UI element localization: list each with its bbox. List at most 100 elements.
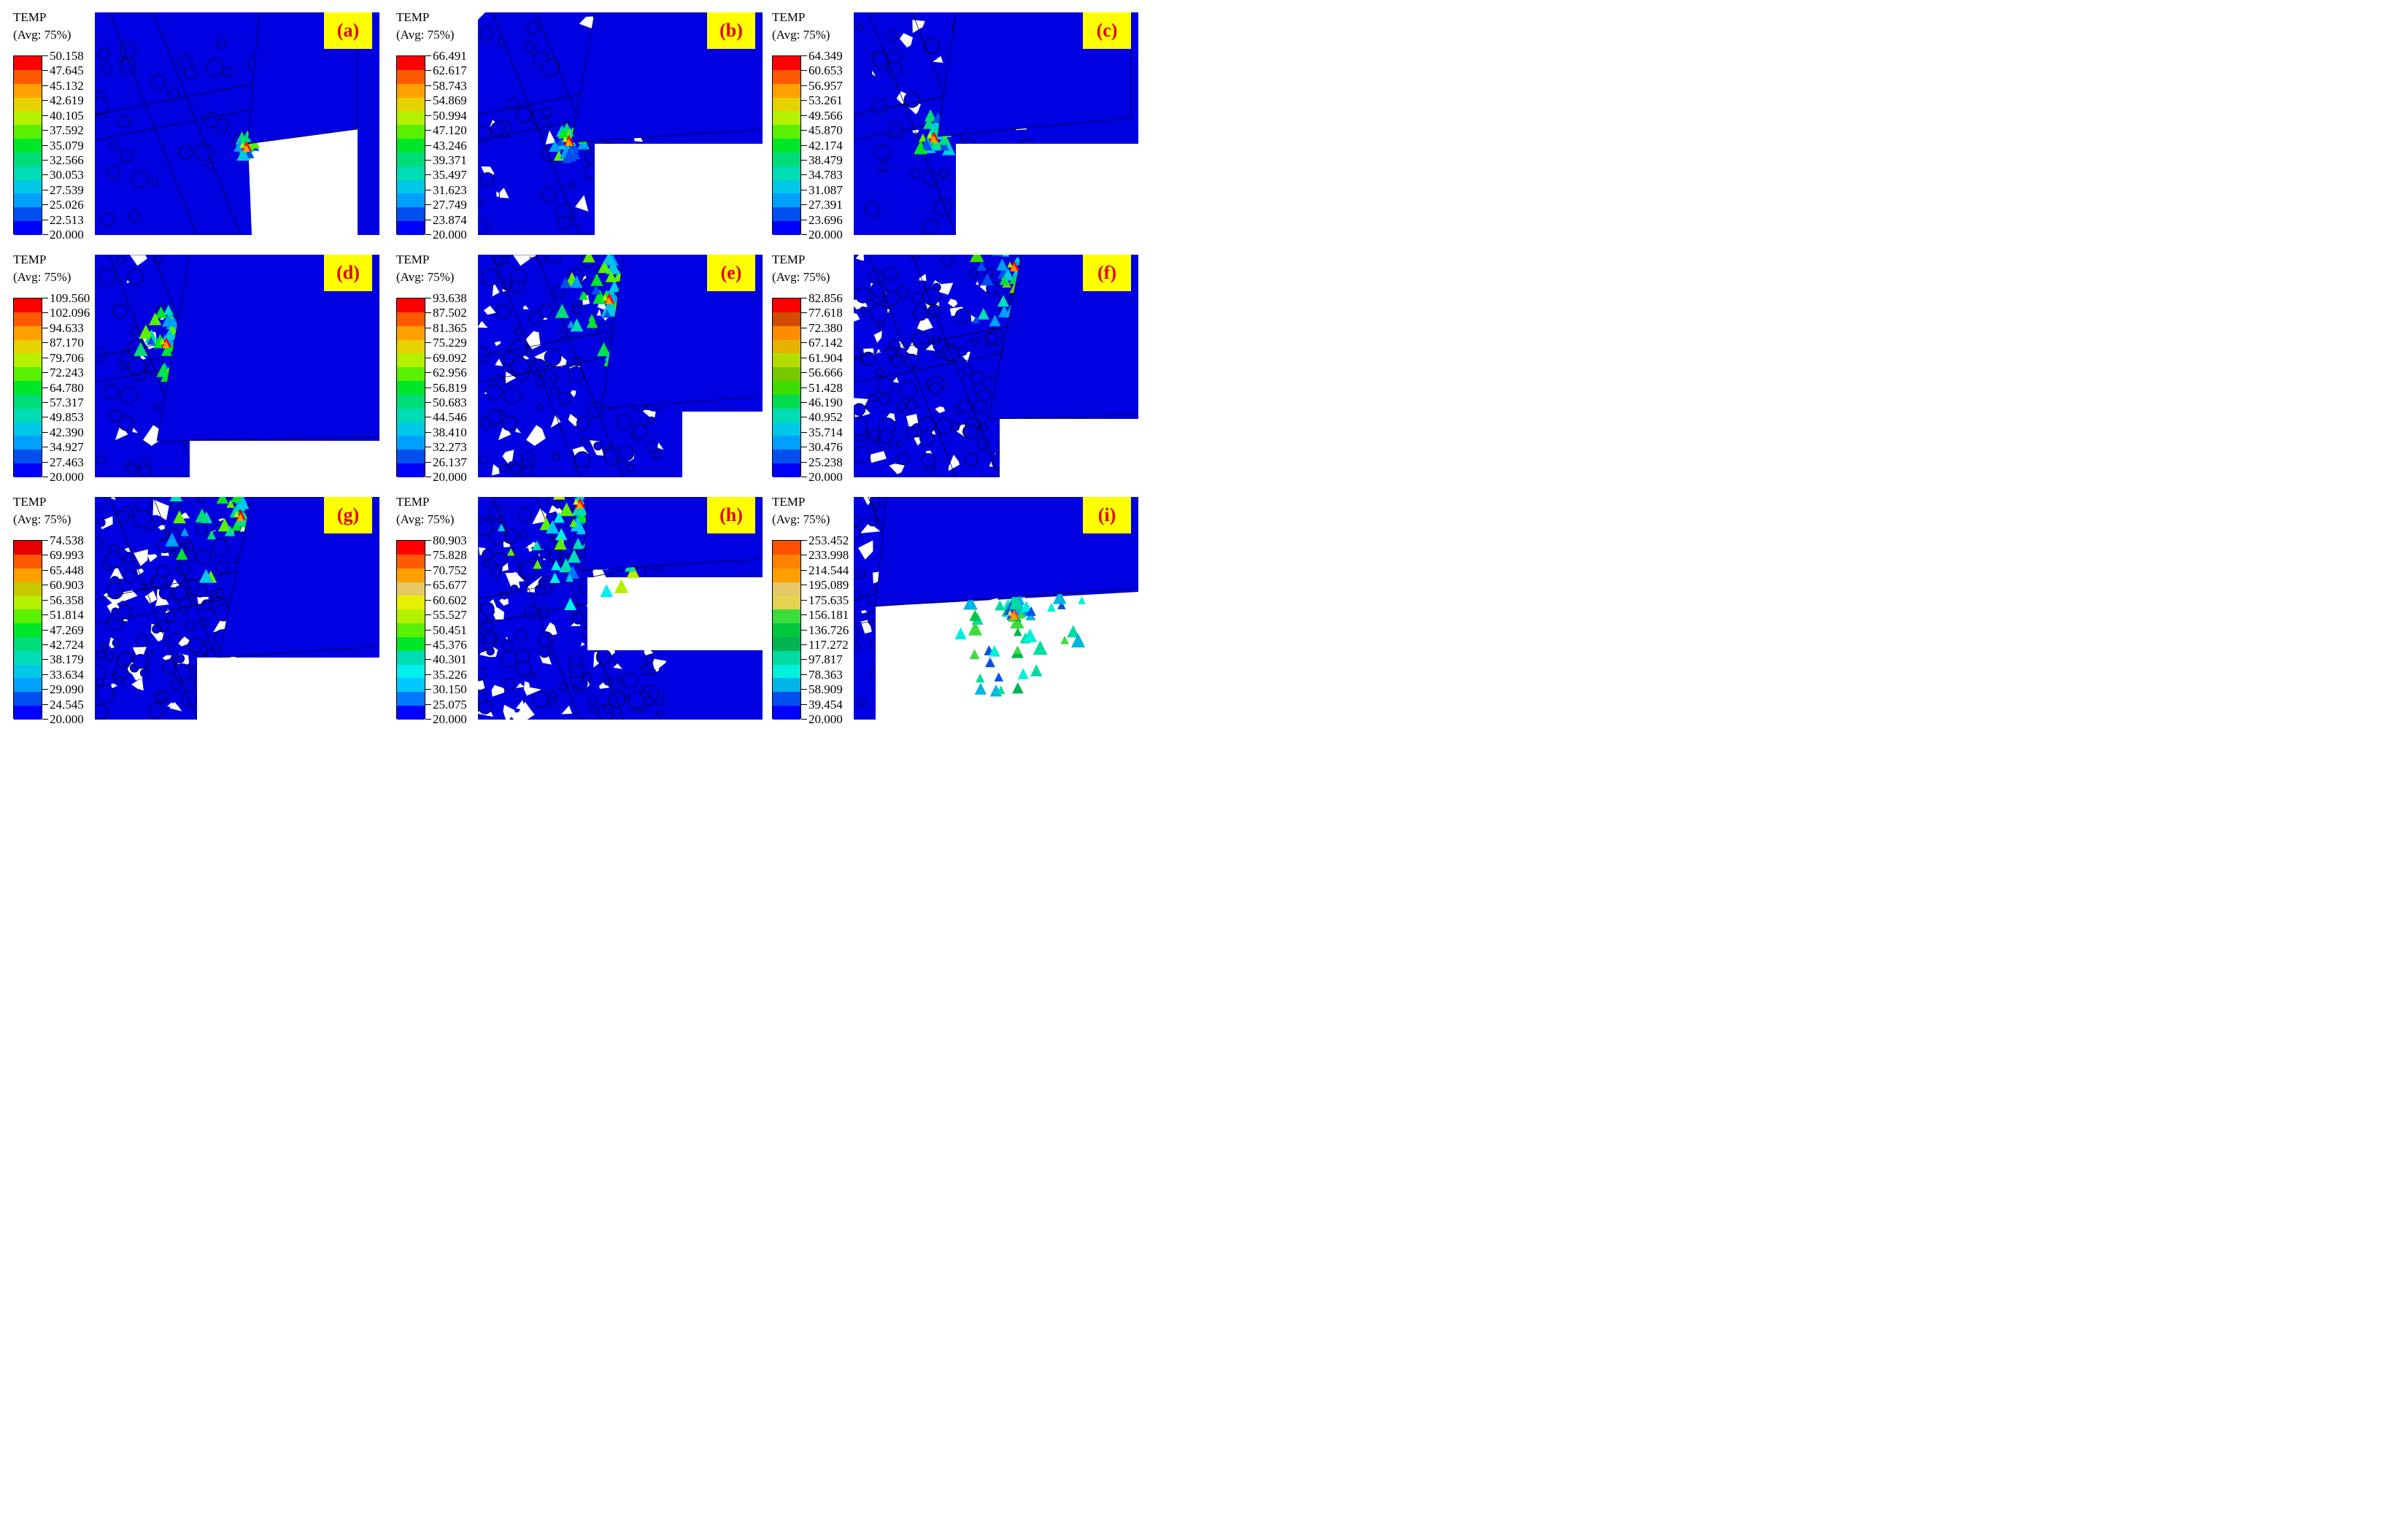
- particle-inclusion: [152, 625, 161, 634]
- scale-segment: [397, 582, 425, 596]
- chip-void: [860, 523, 881, 533]
- free-space: [587, 577, 763, 650]
- heated-element: [1001, 255, 1010, 257]
- heated-element: [1012, 682, 1024, 694]
- scale-tick-label: 23.696: [809, 212, 843, 227]
- scale-tick-label: 30.053: [50, 168, 84, 182]
- particle-inclusion: [870, 497, 881, 506]
- particle-inclusion: [522, 465, 534, 477]
- scale-segment: [14, 554, 42, 569]
- scale-segment: [773, 111, 800, 126]
- heated-element: [226, 499, 235, 508]
- scale-segment: [14, 69, 42, 85]
- scale-tick: [425, 599, 431, 601]
- heated-element: [1023, 628, 1038, 642]
- hotspot-element: [609, 290, 614, 295]
- heated-element: [989, 315, 1001, 327]
- particle-inclusion: [515, 629, 528, 641]
- scale-tick: [801, 174, 807, 176]
- scale-segment: [397, 152, 425, 167]
- chip-void: [976, 281, 979, 285]
- heated-element: [598, 260, 611, 274]
- particle-inclusion: [493, 552, 507, 566]
- particle-inclusion: [872, 99, 887, 114]
- particle-inclusion: [625, 463, 635, 473]
- particle-inclusion: [854, 640, 860, 653]
- particle-inclusion: [854, 446, 871, 464]
- chip-void: [134, 549, 148, 566]
- heated-element: [533, 560, 542, 569]
- particle-inclusion: [503, 387, 521, 404]
- particle-inclusion: [986, 331, 999, 344]
- hotspot-element: [1014, 257, 1019, 262]
- chip-void: [129, 255, 147, 266]
- scale-tick-label: 60.653: [809, 63, 843, 78]
- scale-tick-label: 46.190: [809, 395, 843, 409]
- heated-element: [977, 307, 989, 320]
- particle-inclusion: [557, 215, 571, 229]
- heated-element: [954, 627, 967, 640]
- particle-inclusion: [539, 647, 550, 658]
- color-scale-bar: [772, 540, 801, 720]
- scale-tick-label: 60.903: [50, 578, 84, 593]
- particle-inclusion: [854, 346, 862, 360]
- scale-segment: [773, 706, 800, 720]
- scale-tick-label: 74.538: [50, 533, 84, 547]
- scale-segment: [773, 664, 800, 679]
- scale-segment: [14, 97, 42, 112]
- heated-element: [549, 139, 561, 153]
- scale-tick-label: 20.000: [433, 228, 467, 242]
- scale-tick: [801, 100, 807, 101]
- chip-void: [575, 195, 589, 212]
- particle-inclusion: [539, 549, 549, 559]
- particle-inclusion: [499, 255, 509, 265]
- scale-tick: [42, 674, 48, 675]
- particle-inclusion: [553, 286, 566, 298]
- particle-inclusion: [188, 637, 204, 652]
- particle-inclusion: [857, 23, 864, 31]
- scale-segment: [397, 207, 425, 222]
- scale-tick: [42, 629, 48, 631]
- particle-inclusion: [890, 355, 903, 368]
- scale-tick-label: 79.706: [50, 350, 84, 365]
- hotspot-element: [930, 134, 938, 142]
- scale-segment: [14, 152, 42, 167]
- particle-inclusion: [534, 584, 546, 596]
- particle-inclusion: [538, 631, 554, 647]
- scale-tick: [425, 719, 431, 720]
- particle-inclusion: [180, 606, 189, 615]
- heated-element: [546, 520, 560, 534]
- heated-element: [235, 131, 249, 145]
- chip-void: [144, 590, 158, 604]
- scale-tick-label: 30.476: [809, 440, 843, 455]
- particle-inclusion: [887, 61, 903, 77]
- scale-tick-label: 25.026: [50, 198, 84, 212]
- particle-inclusion: [541, 58, 560, 77]
- particle-inclusion: [941, 255, 953, 267]
- particle-inclusion: [856, 570, 866, 580]
- particle-inclusion: [185, 550, 197, 561]
- panel-label-badge: (b): [707, 12, 755, 49]
- heated-element: [600, 584, 614, 598]
- scale-segment: [397, 408, 425, 423]
- scale-segment: [397, 97, 425, 112]
- particle-inclusion: [550, 386, 560, 396]
- particle-inclusion: [896, 401, 907, 412]
- particle-inclusion: [136, 634, 148, 647]
- particle-inclusion: [209, 590, 218, 599]
- chip-void: [502, 563, 509, 571]
- scale-tick: [425, 234, 431, 235]
- scale-tick: [801, 55, 807, 56]
- scale-tick-label: 27.539: [50, 182, 84, 197]
- heated-element: [988, 644, 1000, 657]
- scale-tick: [801, 719, 807, 720]
- legend-title: TEMP: [396, 10, 430, 24]
- scale-tick-label: 69.092: [433, 350, 467, 365]
- heated-element: [551, 560, 562, 571]
- particle-inclusion: [478, 198, 484, 208]
- scale-tick-label: 75.229: [433, 336, 467, 350]
- particle-inclusion: [511, 339, 528, 357]
- particle-inclusion: [502, 363, 509, 370]
- chip-void: [656, 442, 664, 450]
- panel-label-badge: (a): [324, 12, 372, 49]
